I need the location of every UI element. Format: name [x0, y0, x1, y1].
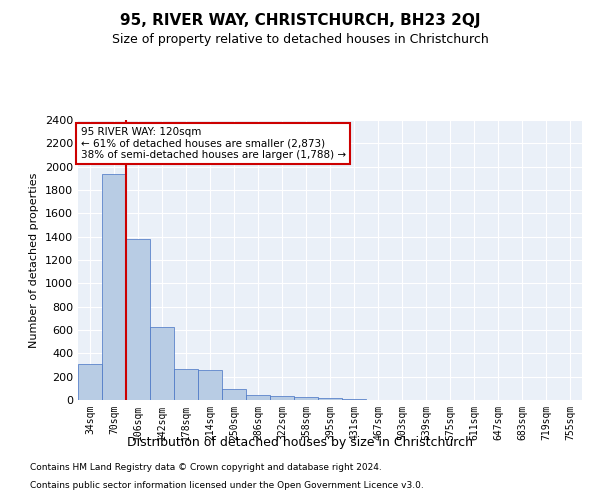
Text: Contains public sector information licensed under the Open Government Licence v3: Contains public sector information licen…: [30, 481, 424, 490]
Y-axis label: Number of detached properties: Number of detached properties: [29, 172, 40, 348]
Bar: [318, 398, 342, 400]
Bar: [246, 395, 270, 400]
Text: 95 RIVER WAY: 120sqm
← 61% of detached houses are smaller (2,873)
38% of semi-de: 95 RIVER WAY: 120sqm ← 61% of detached h…: [80, 127, 346, 160]
Bar: [270, 396, 294, 400]
Text: Size of property relative to detached houses in Christchurch: Size of property relative to detached ho…: [112, 32, 488, 46]
Bar: [198, 370, 222, 400]
Bar: [102, 174, 126, 400]
Text: Distribution of detached houses by size in Christchurch: Distribution of detached houses by size …: [127, 436, 473, 449]
Bar: [78, 364, 102, 400]
Bar: [294, 397, 318, 400]
Bar: [150, 327, 174, 400]
Text: Contains HM Land Registry data © Crown copyright and database right 2024.: Contains HM Land Registry data © Crown c…: [30, 464, 382, 472]
Bar: [126, 239, 150, 400]
Bar: [222, 389, 246, 400]
Text: 95, RIVER WAY, CHRISTCHURCH, BH23 2QJ: 95, RIVER WAY, CHRISTCHURCH, BH23 2QJ: [120, 12, 480, 28]
Bar: [174, 368, 198, 400]
